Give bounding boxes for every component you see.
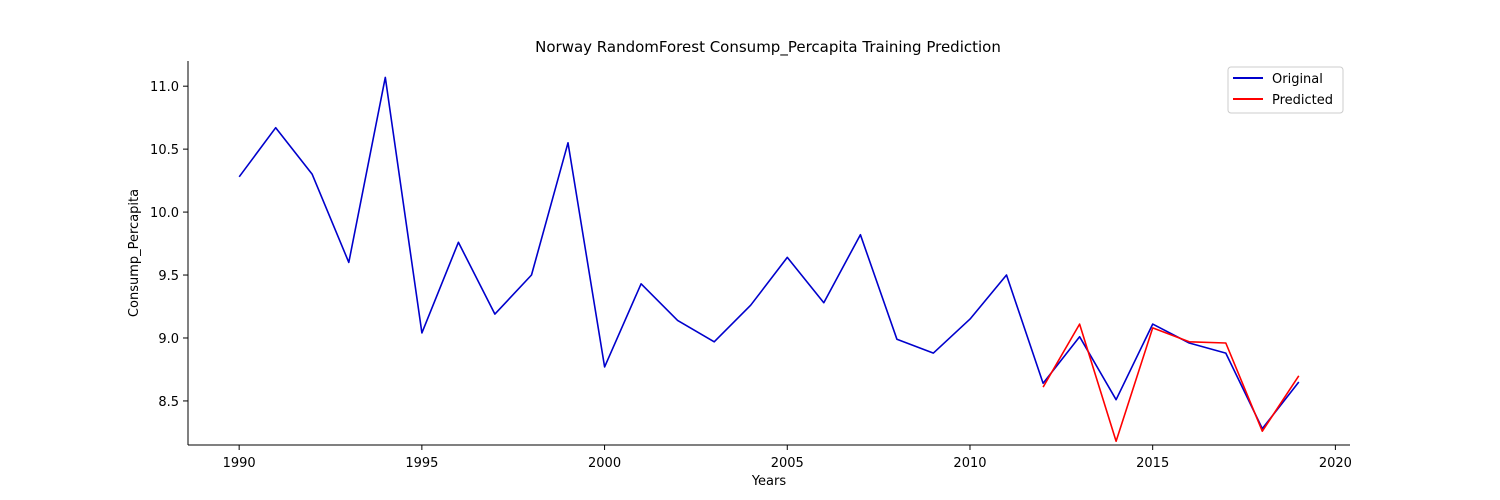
legend: Original Predicted <box>1227 66 1344 114</box>
x-tick-label: 2010 <box>953 456 986 471</box>
y-tick-label: 9.0 <box>158 332 179 347</box>
x-tick-label: 1995 <box>405 456 438 471</box>
x-tick-label: 2015 <box>1136 456 1169 471</box>
x-tick-label: 2020 <box>1319 456 1352 471</box>
y-tick-label: 11.0 <box>150 80 179 95</box>
legend-label-predicted: Predicted <box>1272 93 1333 108</box>
x-tick-label: 2000 <box>588 456 621 471</box>
x-tick-label: 1990 <box>223 456 256 471</box>
x-axis-label: Years <box>751 474 787 489</box>
y-tick-label: 10.0 <box>150 206 179 221</box>
chart-title: Norway RandomForest Consump_Percapita Tr… <box>535 38 1001 57</box>
y-axis-ticks: 8.5 9.0 9.5 10.0 10.5 11.0 <box>150 80 188 410</box>
y-tick-label: 10.5 <box>150 143 179 158</box>
y-tick-label: 8.5 <box>158 395 179 410</box>
legend-label-original: Original <box>1272 72 1323 87</box>
x-tick-label: 2005 <box>771 456 804 471</box>
series-line-predicted <box>1042 323 1300 443</box>
y-tick-label: 9.5 <box>158 269 179 284</box>
series-line-original <box>238 76 1300 430</box>
plot-area <box>238 76 1300 443</box>
x-axis-ticks: 1990 1995 2000 2005 2010 2015 2020 <box>223 445 1352 471</box>
y-axis-label: Consump_Percapita <box>127 189 142 317</box>
